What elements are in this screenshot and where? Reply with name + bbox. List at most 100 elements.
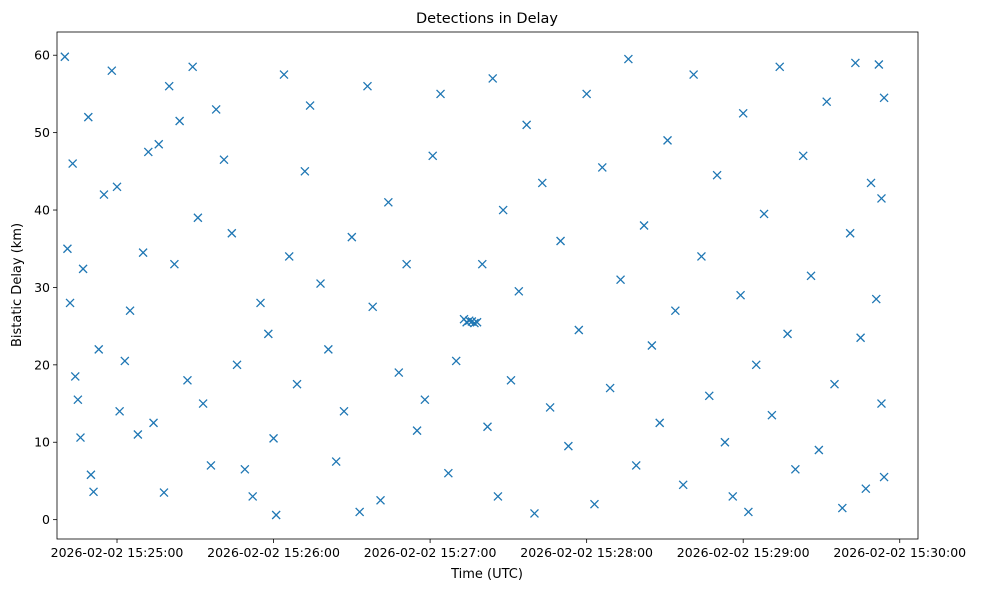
data-point xyxy=(428,151,438,161)
y-tick-label: 40 xyxy=(34,203,50,218)
data-point xyxy=(76,433,85,443)
data-point xyxy=(83,112,93,122)
data-point xyxy=(323,344,333,354)
data-point xyxy=(339,406,349,416)
data-point xyxy=(99,190,109,200)
data-point xyxy=(300,166,310,176)
data-point xyxy=(751,360,761,370)
data-point xyxy=(783,329,793,339)
data-point xyxy=(376,495,385,505)
y-axis: 0 10 20 30 40 50 60 xyxy=(34,48,57,527)
data-point xyxy=(451,356,461,366)
data-point xyxy=(704,391,714,401)
data-point xyxy=(94,344,104,354)
data-point xyxy=(198,399,208,409)
data-point xyxy=(856,333,866,343)
data-point xyxy=(822,97,832,107)
data-point xyxy=(514,286,524,296)
data-point xyxy=(537,178,547,188)
y-tick-label: 30 xyxy=(34,280,50,295)
data-point xyxy=(874,60,884,69)
data-point xyxy=(269,433,279,443)
data-point xyxy=(248,491,258,501)
data-point xyxy=(738,108,748,118)
data-point xyxy=(143,147,153,157)
data-point xyxy=(655,418,665,428)
data-point xyxy=(488,73,498,83)
x-tick-label: 2026-02-02 15:29:00 xyxy=(677,545,810,560)
data-point xyxy=(193,213,203,223)
plot-frame xyxy=(56,31,919,540)
data-point xyxy=(86,470,96,480)
data-point xyxy=(164,81,174,91)
x-tick-label: 2026-02-02 15:25:00 xyxy=(51,545,184,560)
data-point xyxy=(469,318,479,328)
data-points xyxy=(60,52,889,520)
data-point xyxy=(443,468,453,478)
data-point xyxy=(563,441,573,451)
data-point xyxy=(477,259,487,269)
data-point xyxy=(292,379,302,389)
data-point xyxy=(689,70,699,80)
data-point xyxy=(556,236,566,246)
y-tick-label: 0 xyxy=(42,512,50,527)
data-point xyxy=(206,461,216,470)
data-point xyxy=(240,464,250,474)
data-point xyxy=(402,259,412,269)
data-point xyxy=(133,430,143,439)
data-point xyxy=(271,510,281,520)
data-point xyxy=(73,395,83,405)
data-point xyxy=(790,464,800,474)
data-point xyxy=(284,252,294,261)
data-point xyxy=(227,228,237,238)
data-point xyxy=(866,178,876,188)
data-point xyxy=(394,368,404,378)
data-point xyxy=(845,228,855,238)
x-tick-label: 2026-02-02 15:26:00 xyxy=(207,545,340,560)
data-point xyxy=(712,170,722,180)
data-point xyxy=(68,159,78,169)
data-point xyxy=(107,66,117,76)
data-point xyxy=(574,325,584,335)
data-point xyxy=(125,306,135,316)
data-point xyxy=(115,406,125,416)
data-point xyxy=(65,298,75,308)
data-point xyxy=(837,503,847,513)
data-point xyxy=(159,488,169,498)
y-tick-label: 50 xyxy=(34,125,50,140)
data-point xyxy=(616,275,626,285)
x-axis-title: Time (UTC) xyxy=(450,567,523,582)
data-point xyxy=(279,70,289,80)
data-point xyxy=(219,155,229,165)
data-point xyxy=(582,89,592,99)
data-point xyxy=(775,62,785,72)
data-point xyxy=(623,54,633,64)
data-point xyxy=(743,507,753,517)
y-tick-label: 20 xyxy=(34,357,50,372)
data-point xyxy=(182,375,192,385)
x-axis: 2026-02-02 15:25:00 2026-02-02 15:26:00 20… xyxy=(51,539,966,560)
data-point xyxy=(62,244,72,254)
data-point xyxy=(464,316,474,326)
data-point xyxy=(355,507,365,517)
data-point xyxy=(647,341,657,350)
data-point xyxy=(188,62,198,72)
y-tick-label: 10 xyxy=(34,435,50,450)
data-point xyxy=(316,279,325,289)
data-point xyxy=(498,205,508,215)
data-point xyxy=(605,383,615,393)
y-tick-label: 60 xyxy=(34,48,50,63)
data-point xyxy=(877,193,886,203)
data-point xyxy=(331,457,341,467)
data-point xyxy=(759,209,769,219)
data-point xyxy=(169,259,179,269)
data-point xyxy=(670,306,680,316)
data-point xyxy=(545,402,555,412)
data-point xyxy=(420,395,430,405)
data-point xyxy=(493,491,503,501)
data-point xyxy=(412,426,422,436)
data-point xyxy=(120,356,130,366)
data-point xyxy=(305,101,315,110)
data-point xyxy=(211,104,221,114)
